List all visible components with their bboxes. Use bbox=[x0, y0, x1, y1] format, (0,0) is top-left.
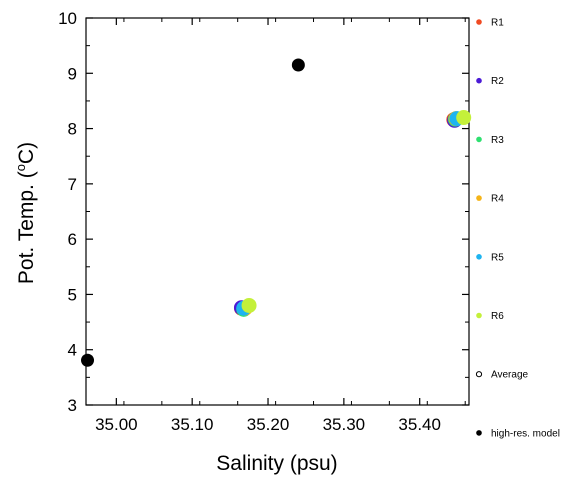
y-tick-label: 7 bbox=[68, 175, 77, 194]
legend-label: R3 bbox=[491, 135, 504, 146]
y-axis-title-part: C) bbox=[15, 142, 38, 164]
legend-marker bbox=[476, 19, 482, 25]
x-tick-label: 35.10 bbox=[171, 415, 214, 434]
plot-area bbox=[85, 17, 470, 406]
data-point bbox=[291, 58, 305, 72]
y-tick-label: 5 bbox=[68, 285, 77, 304]
legend-marker bbox=[476, 312, 482, 319]
legend-marker bbox=[476, 77, 482, 84]
legend-marker bbox=[476, 136, 482, 143]
plot-frame bbox=[85, 17, 470, 406]
legend-label: high-res. model bbox=[491, 428, 560, 439]
legend: R1 R2 R3 R4 R5 R6 Average high-res. model bbox=[475, 18, 560, 439]
data-point bbox=[241, 297, 257, 313]
y-axis-title-part: Pot. Temp. ( bbox=[15, 171, 38, 284]
legend-label: R6 bbox=[491, 311, 504, 322]
y-tick-label: 4 bbox=[68, 341, 77, 360]
y-axis-title: Pot. Temp. (oC) bbox=[13, 142, 38, 284]
legend-label: R5 bbox=[491, 252, 504, 263]
x-axis-title: Salinity (psu) bbox=[216, 452, 337, 475]
data-point bbox=[81, 353, 95, 367]
data-points bbox=[81, 58, 472, 367]
legend-label: R4 bbox=[491, 194, 504, 205]
data-point bbox=[456, 110, 472, 126]
x-tick-label: 35.30 bbox=[323, 415, 366, 434]
legend-label: Average bbox=[491, 370, 529, 381]
y-tick-label: 9 bbox=[68, 64, 77, 83]
y-tick-label: 10 bbox=[58, 9, 77, 28]
y-axis-title-superscript: o bbox=[13, 164, 28, 171]
legend-marker bbox=[476, 430, 482, 436]
legend-marker bbox=[476, 195, 482, 201]
x-tick-label: 35.20 bbox=[247, 415, 290, 434]
y-tick-label: 8 bbox=[68, 120, 77, 139]
x-tick-label: 35.00 bbox=[95, 415, 138, 434]
y-tick-label: 3 bbox=[68, 396, 77, 415]
legend-marker bbox=[475, 371, 483, 378]
legend-label: R2 bbox=[491, 76, 504, 87]
legend-label: R1 bbox=[491, 18, 504, 29]
axes: 35.00 35.10 35.20 35.30 35.40 3 4 5 6 7 8 9 10 bbox=[58, 9, 469, 434]
legend-marker bbox=[476, 253, 482, 260]
x-tick-label: 35.40 bbox=[398, 415, 441, 434]
y-tick-label: 6 bbox=[68, 230, 77, 249]
